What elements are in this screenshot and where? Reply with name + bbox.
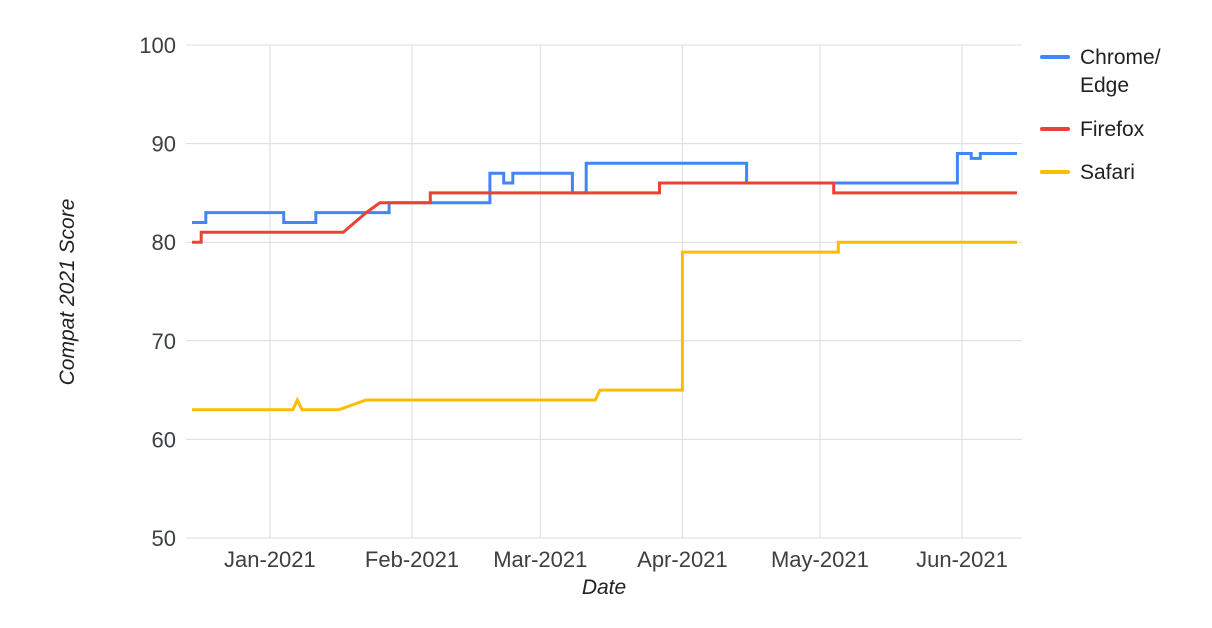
legend-label: Safari — [1080, 161, 1135, 185]
x-tick-label: Mar-2021 — [493, 547, 587, 572]
y-tick-label: 70 — [152, 329, 176, 354]
legend-item-firefox: Firefox — [1040, 116, 1208, 144]
x-axis-title: Date — [581, 576, 627, 599]
y-tick-label: 90 — [152, 132, 176, 157]
legend-swatch — [1040, 55, 1070, 59]
x-tick-label: Jan-2021 — [224, 547, 316, 572]
legend-item-chrome-edge: Chrome/ Edge — [1040, 44, 1208, 101]
legend-swatch — [1040, 170, 1070, 175]
legend-swatch — [1040, 126, 1070, 131]
x-tick-label: Apr-2021 — [637, 547, 728, 572]
y-tick-label: 60 — [152, 427, 176, 452]
x-tick-label: Jun-2021 — [916, 547, 1008, 572]
legend-label: Chrome/ Edge — [1080, 46, 1161, 98]
legend-item-safari: Safari — [1040, 159, 1208, 187]
series-line-chrome-edge — [192, 152, 1017, 224]
series-line-firefox — [192, 181, 1017, 244]
legend-label: Firefox — [1080, 117, 1145, 141]
x-tick-label: Feb-2021 — [365, 547, 459, 572]
x-tick-label: May-2021 — [771, 547, 869, 572]
y-axis-title: Compat 2021 Score — [56, 198, 79, 386]
series-line-safari — [192, 240, 1017, 412]
legend: Chrome/ Edge Firefox Safari — [1040, 44, 1208, 202]
y-tick-label: 50 — [152, 526, 176, 551]
y-tick-label: 80 — [152, 230, 176, 255]
y-tick-label: 100 — [139, 33, 176, 58]
